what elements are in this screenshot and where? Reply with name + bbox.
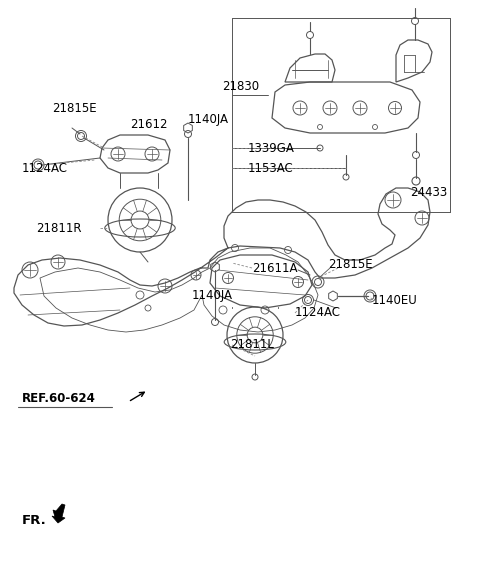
Text: FR.: FR. xyxy=(22,515,47,528)
Text: 1124AC: 1124AC xyxy=(22,162,68,175)
Text: 21811R: 21811R xyxy=(36,222,82,234)
Text: 1140JA: 1140JA xyxy=(192,288,233,301)
Text: 21612: 21612 xyxy=(130,119,168,131)
Text: 1153AC: 1153AC xyxy=(248,162,294,175)
Text: 1124AC: 1124AC xyxy=(295,307,341,320)
Text: 21611A: 21611A xyxy=(252,261,298,274)
Polygon shape xyxy=(52,504,65,523)
Text: 1140EU: 1140EU xyxy=(372,293,418,307)
Text: 1339GA: 1339GA xyxy=(248,142,295,155)
Text: REF.60-624: REF.60-624 xyxy=(22,391,96,405)
Text: 24433: 24433 xyxy=(410,186,447,198)
Text: 21815E: 21815E xyxy=(328,258,372,272)
Text: 21815E: 21815E xyxy=(52,101,96,115)
Text: 21811L: 21811L xyxy=(230,339,274,351)
Text: 1140JA: 1140JA xyxy=(188,113,229,127)
Text: 21830: 21830 xyxy=(222,80,259,92)
